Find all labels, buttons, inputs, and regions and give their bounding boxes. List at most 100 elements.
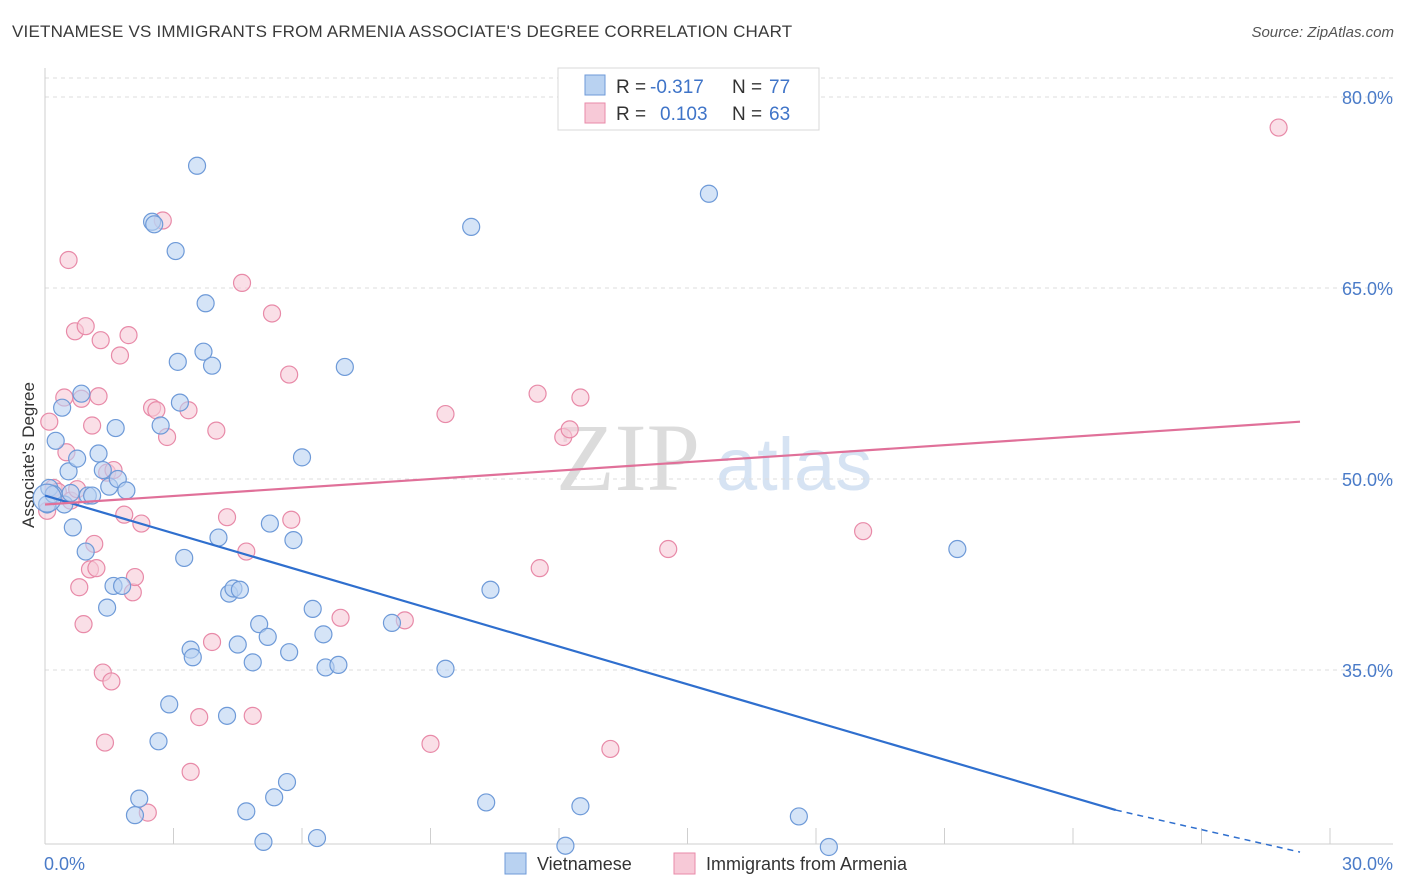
armenia-point-18 bbox=[89, 387, 108, 406]
vietnamese-point-57 bbox=[303, 599, 322, 618]
vietnamese-point-16 bbox=[98, 598, 117, 617]
vietnamese-point-44 bbox=[228, 635, 247, 654]
series-vietnamese-points bbox=[32, 156, 967, 857]
armenia-point-41 bbox=[217, 508, 237, 527]
vietnamese-point-46 bbox=[237, 802, 256, 821]
vietnamese-point-10 bbox=[72, 384, 91, 403]
armenia-point-39 bbox=[202, 632, 222, 652]
armenia-point-42 bbox=[232, 273, 252, 293]
armenia-point-6 bbox=[59, 250, 78, 270]
armenia-point-48 bbox=[331, 608, 350, 627]
vietnamese-point-55 bbox=[284, 531, 303, 550]
vietnamese-point-59 bbox=[314, 625, 333, 644]
vietnamese-point-61 bbox=[329, 655, 348, 675]
vietnamese-point-8 bbox=[63, 518, 82, 537]
vietnamese-point-56 bbox=[292, 448, 312, 467]
x-tick-label-1: 30.0% bbox=[1342, 854, 1393, 874]
vietnamese-point-40 bbox=[209, 528, 228, 547]
vietnamese-point-54 bbox=[280, 643, 299, 662]
vietnamese-point-26 bbox=[145, 215, 164, 234]
legend-n-label-0: N = bbox=[732, 77, 762, 98]
armenia-point-25 bbox=[110, 346, 130, 365]
armenia-point-21 bbox=[95, 733, 115, 752]
legend-r-label-1: R = bbox=[616, 104, 646, 125]
vietnamese-point-3 bbox=[46, 431, 65, 450]
vietnamese-point-15 bbox=[93, 460, 112, 480]
vietnamese-point-39 bbox=[202, 356, 222, 375]
vietnamese-point-4 bbox=[53, 398, 72, 417]
vietnamese-point-72 bbox=[819, 837, 838, 857]
armenia-point-37 bbox=[181, 762, 200, 781]
legend-r-value-0: -0.317 bbox=[650, 77, 704, 98]
vietnamese-point-66 bbox=[477, 793, 496, 812]
armenia-point-59 bbox=[854, 522, 873, 541]
armenia-point-17 bbox=[87, 559, 106, 578]
trend-lines bbox=[44, 420, 1301, 853]
legend: R = -0.317 N = 77 R = 0.103 N = 63 bbox=[557, 67, 820, 131]
armenia-point-56 bbox=[571, 388, 590, 407]
vietnamese-point-36 bbox=[187, 156, 207, 175]
bottom-legend: Vietnamese Immigrants from Armenia bbox=[504, 852, 908, 875]
armenia-point-40 bbox=[207, 421, 226, 440]
vietnamese-point-13 bbox=[83, 486, 102, 505]
armenia-point-12 bbox=[74, 615, 93, 634]
legend-r-value-1: 0.103 bbox=[660, 104, 708, 125]
gridlines bbox=[45, 77, 1393, 671]
legend-n-label-1: N = bbox=[732, 104, 762, 125]
trend-line-armenia bbox=[44, 420, 1301, 506]
vietnamese-point-30 bbox=[166, 241, 185, 261]
y-tick-label-2: 65.0% bbox=[1342, 279, 1393, 299]
vietnamese-point-28 bbox=[151, 416, 170, 435]
armenia-point-13 bbox=[76, 317, 95, 336]
vietnamese-point-47 bbox=[243, 653, 262, 672]
watermark: ZIP atlas bbox=[556, 404, 872, 511]
armenia-point-27 bbox=[119, 326, 138, 345]
armenia-point-50 bbox=[421, 734, 440, 753]
armenia-point-15 bbox=[83, 416, 102, 435]
vietnamese-point-64 bbox=[436, 659, 455, 678]
vietnamese-point-32 bbox=[170, 393, 190, 412]
vietnamese-point-58 bbox=[307, 828, 327, 848]
vietnamese-point-6 bbox=[59, 462, 78, 481]
vietnamese-point-53 bbox=[277, 772, 297, 792]
armenia-point-53 bbox=[530, 559, 549, 578]
watermark-zip: ZIP bbox=[556, 404, 700, 511]
vietnamese-point-41 bbox=[217, 706, 237, 725]
bottom-legend-label-armenia: Immigrants from Armenia bbox=[706, 854, 908, 874]
vietnamese-point-22 bbox=[117, 481, 136, 500]
bottom-legend-swatch-armenia bbox=[673, 852, 696, 875]
vietnamese-point-71 bbox=[789, 807, 808, 826]
vietnamese-point-38 bbox=[196, 294, 215, 313]
vietnamese-point-24 bbox=[130, 789, 149, 808]
armenia-point-47 bbox=[282, 510, 301, 529]
vietnamese-point-49 bbox=[254, 832, 273, 852]
vietnamese-point-52 bbox=[265, 788, 284, 807]
y-tick-label-0: 35.0% bbox=[1342, 661, 1393, 681]
x-tick-label-0: 0.0% bbox=[44, 854, 85, 874]
armenia-point-52 bbox=[528, 384, 547, 403]
vietnamese-point-68 bbox=[556, 836, 575, 855]
vietnamese-point-73 bbox=[948, 539, 967, 559]
vietnamese-point-11 bbox=[76, 542, 95, 561]
vietnamese-point-50 bbox=[258, 627, 277, 646]
bottom-legend-swatch-vietnamese bbox=[504, 852, 527, 875]
y-tick-label-3: 80.0% bbox=[1342, 88, 1393, 108]
vietnamese-point-14 bbox=[89, 444, 108, 463]
legend-r-label-0: R = bbox=[616, 77, 646, 98]
armenia-point-55 bbox=[560, 420, 579, 439]
armenia-point-1 bbox=[40, 412, 59, 431]
armenia-point-51 bbox=[436, 404, 455, 424]
armenia-point-58 bbox=[659, 539, 678, 559]
vietnamese-point-19 bbox=[106, 418, 125, 438]
armenia-point-26 bbox=[115, 505, 134, 524]
series-armenia-points bbox=[38, 118, 1288, 822]
vietnamese-point-48 bbox=[250, 615, 269, 634]
armenia-point-60 bbox=[1269, 118, 1288, 137]
legend-swatch-vietnamese bbox=[584, 74, 606, 96]
armenia-point-29 bbox=[125, 567, 145, 587]
vietnamese-point-51 bbox=[260, 514, 279, 533]
vietnamese-point-27 bbox=[149, 732, 168, 751]
vietnamese-point-9 bbox=[68, 449, 87, 468]
watermark-atlas: atlas bbox=[716, 423, 872, 506]
